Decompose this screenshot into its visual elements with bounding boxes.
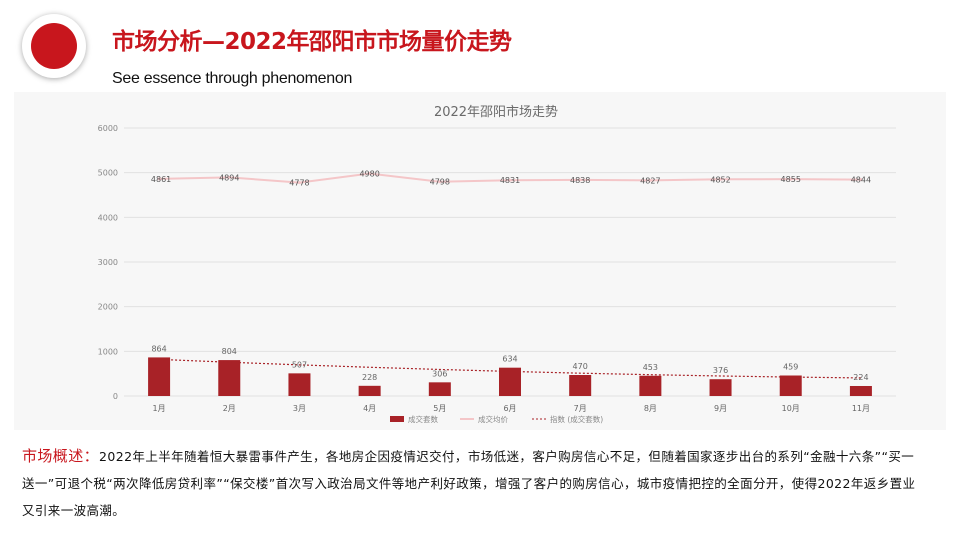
x-tick-label: 8月 xyxy=(644,404,657,413)
price-point xyxy=(648,178,652,182)
price-point xyxy=(578,178,582,182)
y-tick-label: 3000 xyxy=(98,258,118,267)
price-point xyxy=(297,181,301,185)
trend-line xyxy=(159,358,861,379)
x-tick-label: 6月 xyxy=(503,404,516,413)
price-value-label: 4894 xyxy=(219,173,239,182)
price-value-label: 4778 xyxy=(289,179,309,188)
bar-3月 xyxy=(288,373,311,396)
y-tick-label: 4000 xyxy=(98,213,118,222)
bar-11月 xyxy=(849,385,872,396)
x-tick-label: 5月 xyxy=(433,404,446,413)
bar-value-label: 306 xyxy=(432,369,447,378)
x-tick-label: 10月 xyxy=(782,404,800,413)
x-tick-label: 1月 xyxy=(153,404,166,413)
bar-9月 xyxy=(709,379,732,396)
chart-title: 2022年邵阳市场走势 xyxy=(434,104,558,120)
price-value-label: 4855 xyxy=(781,175,801,184)
price-value-label: 4852 xyxy=(710,175,730,184)
price-point xyxy=(719,177,723,181)
price-point xyxy=(368,172,372,176)
bar-value-label: 804 xyxy=(222,347,237,356)
price-value-label: 4798 xyxy=(430,178,450,187)
overview-text: 2022年上半年随着恒大暴雷事件产生，各地房企因疫情迟交付，市场低迷，客户购房信… xyxy=(22,449,916,518)
page-title: 市场分析—2022年邵阳市市场量价走势 xyxy=(112,29,512,55)
market-overview: 市场概述：2022年上半年随着恒大暴雷事件产生，各地房企因疫情迟交付，市场低迷，… xyxy=(22,443,922,524)
price-point xyxy=(789,177,793,181)
overview-label: 市场概述： xyxy=(22,447,100,465)
price-value-label: 4831 xyxy=(500,176,520,185)
price-point xyxy=(157,177,161,181)
bar-value-label: 459 xyxy=(783,362,798,371)
brand-logo-circle xyxy=(31,23,77,69)
bar-value-label: 634 xyxy=(502,355,517,364)
market-trend-chart: 2022年邵阳市场走势 6000 5000 4000 3000 2000 1000 0 86… xyxy=(98,104,896,424)
bar-7月 xyxy=(569,375,592,396)
bar-6月 xyxy=(499,367,521,396)
bar-10月 xyxy=(779,375,802,396)
y-tick-label: 2000 xyxy=(98,303,118,312)
y-tick-label: 5000 xyxy=(98,169,118,178)
x-tick-label: 7月 xyxy=(574,404,587,413)
bar-4月 xyxy=(358,385,381,396)
bar-value-label: 470 xyxy=(573,362,588,371)
bar-8月 xyxy=(639,375,662,396)
price-point xyxy=(227,175,231,179)
bar-value-label: 507 xyxy=(292,360,307,369)
bar-value-label: 376 xyxy=(713,366,728,375)
bar-5月 xyxy=(428,382,451,396)
legend-label: 指数 (成交套数) xyxy=(550,414,603,424)
price-value-label: 4861 xyxy=(151,175,171,184)
bar-value-label: 864 xyxy=(151,344,166,353)
y-tick-label: 0 xyxy=(113,392,118,401)
price-value-label: 4838 xyxy=(570,176,590,185)
legend-label: 成交套数 xyxy=(408,414,438,424)
legend-swatch-bar xyxy=(390,416,404,422)
price-point xyxy=(508,178,512,182)
y-tick-label: 1000 xyxy=(98,347,118,356)
bar-value-label: 224 xyxy=(853,373,868,382)
price-value-label: 4844 xyxy=(851,176,871,185)
chart-panel: 2022年邵阳市场走势 6000 5000 4000 3000 2000 1000 0 86… xyxy=(14,92,946,430)
x-tick-label: 11月 xyxy=(852,404,870,413)
brand-logo xyxy=(22,14,86,78)
page-subtitle: See essence through phenomenon xyxy=(112,70,353,87)
bar-1月 xyxy=(148,357,171,396)
bar-value-label: 453 xyxy=(643,363,658,372)
bar-2月 xyxy=(218,360,241,396)
legend-label: 成交均价 xyxy=(478,414,508,424)
x-tick-label: 4月 xyxy=(363,404,376,413)
price-value-label: 4980 xyxy=(359,170,379,179)
x-tick-label: 2月 xyxy=(223,404,236,413)
y-tick-label: 6000 xyxy=(98,124,118,133)
x-tick-label: 9月 xyxy=(714,404,727,413)
price-point xyxy=(859,178,863,182)
x-tick-label: 3月 xyxy=(293,404,306,413)
price-point xyxy=(438,180,442,184)
bar-value-label: 228 xyxy=(362,373,377,382)
price-value-label: 4827 xyxy=(640,176,660,185)
